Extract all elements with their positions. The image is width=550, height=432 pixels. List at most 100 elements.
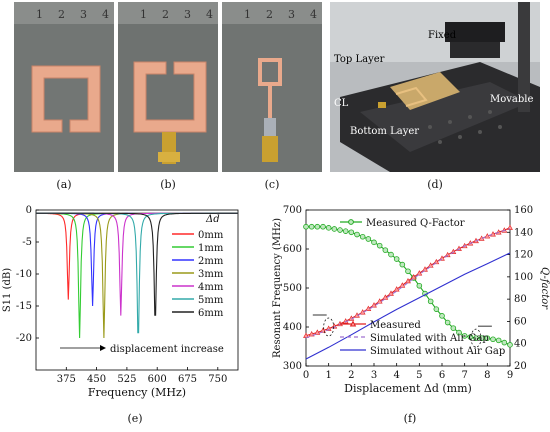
q-factor-point — [314, 223, 321, 230]
photo-c: 1 2 3 4 — [222, 2, 322, 172]
x-tick-label: 5 — [416, 370, 422, 381]
q-factor-point — [359, 233, 366, 240]
ruler-label: 1 — [244, 8, 251, 21]
x-tick-label: 1 — [325, 370, 331, 381]
x-axis-label: Frequency (MHz) — [88, 386, 186, 399]
y-tick-label: 500 — [283, 283, 302, 294]
q-factor-point — [393, 256, 400, 262]
q-factor-point — [308, 223, 315, 230]
q-factor-point — [507, 342, 513, 348]
ruler-label: 3 — [184, 8, 191, 21]
ruler-label: 1 — [36, 8, 43, 21]
plot-frame — [35, 209, 239, 371]
chart-e: 375 450 525 600 675 750 0 -5 -10 -15 -20 Frequency … — [2, 205, 239, 399]
caption-b: (b) — [160, 178, 176, 191]
measured-point — [376, 298, 383, 304]
y-axis-label: Resonant Frequency (MHz) — [272, 218, 283, 358]
left-axis-indicator — [323, 317, 335, 337]
q-factor-point — [484, 335, 491, 341]
y2-tick-label: 140 — [514, 227, 533, 238]
q-factor-point — [416, 282, 423, 289]
q-factor-point — [467, 334, 474, 340]
ruler-label: 2 — [162, 8, 169, 21]
photo-b: 1 2 3 4 — [118, 2, 218, 172]
y2-tick-label: 100 — [514, 272, 533, 283]
caption-d: (d) — [427, 178, 443, 191]
y2-tick-label: 40 — [514, 339, 527, 350]
x-tick-label: 525 — [117, 374, 136, 385]
caption-a: (a) — [56, 178, 72, 191]
legend-label: 3mm — [198, 269, 224, 280]
measured-point — [393, 286, 400, 292]
photo-b-image: 1 2 3 4 — [118, 2, 218, 172]
q-factor-point — [376, 242, 383, 249]
measured-point — [427, 262, 434, 268]
q-factor-point — [461, 333, 468, 339]
y-tick-label: -5 — [22, 237, 32, 248]
y-tick-label: 600 — [283, 244, 302, 255]
ruler-label: 2 — [266, 8, 273, 21]
label-bottom-layer: Bottom Layer — [350, 126, 419, 137]
y2-tick-label: 160 — [514, 205, 533, 216]
q-factor-point — [473, 335, 479, 341]
legend-title: Δd — [205, 214, 220, 225]
legend-label: Simulated with Air Gap — [370, 333, 489, 344]
q-factor-point — [490, 336, 496, 343]
measured-point — [325, 325, 332, 331]
ruler-label: 3 — [288, 8, 295, 21]
series-line-6mm — [36, 212, 238, 316]
q-factor-point — [354, 231, 360, 238]
measured-point — [388, 290, 394, 296]
q-factor-point — [456, 329, 462, 336]
q-factor-point — [382, 247, 389, 253]
caption-c: (c) — [264, 178, 280, 191]
q-factor-point — [450, 325, 457, 331]
annotation-text: displacement increase — [110, 344, 224, 355]
q-factor-point — [320, 223, 326, 230]
legend-marker — [348, 219, 354, 225]
legend-label: 4mm — [198, 282, 224, 293]
y-tick-label: 300 — [283, 361, 302, 372]
y-axis-label: S11 (dB) — [2, 268, 13, 312]
measured-point — [405, 277, 411, 284]
legend-label: 5mm — [198, 295, 224, 306]
legend-label: Measured Q-Factor — [366, 218, 465, 229]
q-factor-point — [439, 313, 445, 319]
q-factor-point — [337, 227, 343, 233]
y2-tick-label: 20 — [514, 361, 527, 372]
q-factor-point — [433, 306, 440, 312]
x-tick-label: 375 — [57, 374, 76, 385]
q-factor-point — [444, 319, 451, 326]
q-factor-point — [325, 225, 332, 231]
ruler-label: 4 — [206, 8, 213, 21]
series-line-simulated-without-air-gap — [305, 252, 511, 360]
x-tick-label: 4 — [393, 370, 399, 381]
legend-marker — [349, 320, 357, 327]
measured-point — [416, 270, 423, 276]
measured-point — [507, 224, 513, 230]
q-factor-point — [501, 339, 508, 346]
q-factor-point — [399, 261, 406, 268]
q-factor-point — [342, 228, 349, 234]
q-factor-point — [348, 229, 355, 236]
measured-point — [371, 302, 377, 308]
x-tick-label: 9 — [507, 370, 513, 381]
caption-e: (e) — [127, 412, 143, 425]
photo-d-image: Fixed Top Layer CL Movable Bottom Layer — [330, 2, 540, 172]
x-tick-label: 600 — [148, 374, 167, 385]
measured-point — [382, 294, 389, 300]
photo-d: Fixed Top Layer CL Movable Bottom Layer — [330, 2, 540, 172]
x-tick-label: 3 — [371, 370, 377, 381]
y-tick-label: -20 — [16, 333, 32, 344]
measured-point — [422, 266, 428, 272]
x-tick-label: 6 — [439, 370, 445, 381]
x-tick-label: 750 — [208, 374, 227, 385]
q-factor-point — [303, 223, 309, 230]
q-factor-point — [371, 239, 377, 246]
legend-label: 6mm — [198, 308, 224, 319]
q-factor-point — [388, 251, 394, 258]
q-factor-point — [427, 298, 434, 305]
measured-point — [314, 329, 321, 335]
x-axis-label: Displacement Δd (mm) — [344, 382, 472, 395]
photo-a-image: 1 2 3 4 — [14, 2, 114, 172]
